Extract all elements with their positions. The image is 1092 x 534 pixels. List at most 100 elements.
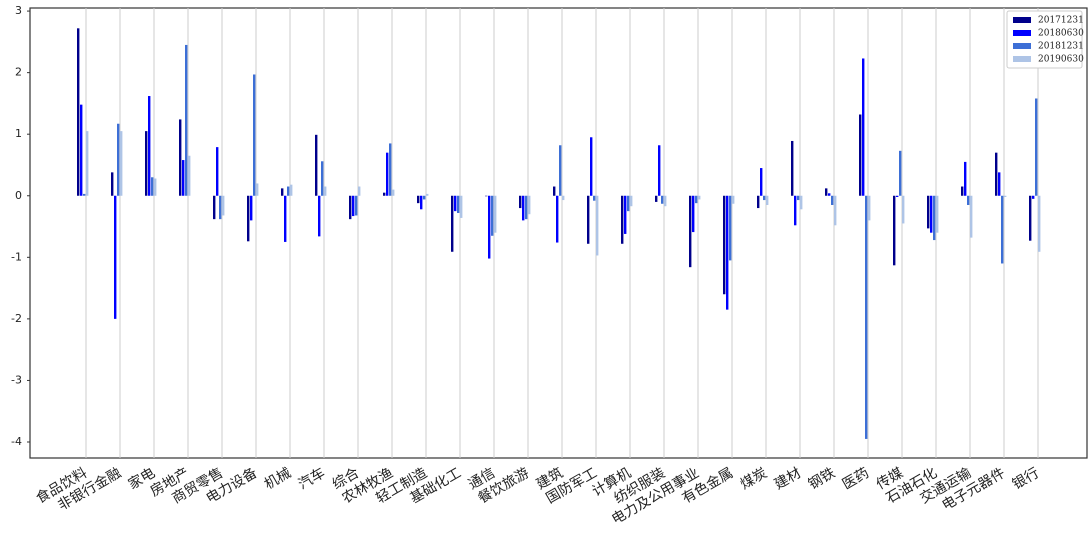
bar <box>596 195 599 256</box>
bar <box>562 195 565 201</box>
bar <box>967 195 970 205</box>
bar <box>658 145 661 196</box>
bar <box>831 195 834 205</box>
bar <box>998 172 1001 196</box>
bar <box>417 195 420 204</box>
bar <box>936 195 939 233</box>
bar <box>624 195 627 234</box>
bar <box>760 168 763 196</box>
bar <box>1001 195 1004 264</box>
y-tick-label: -2 <box>11 312 22 325</box>
bar <box>460 195 463 218</box>
bar <box>902 195 905 224</box>
bar <box>899 150 902 196</box>
bar <box>732 195 735 204</box>
bar <box>587 195 590 244</box>
bar <box>970 195 973 238</box>
bar <box>494 195 497 233</box>
bar <box>630 195 633 207</box>
legend-label: 20180630 <box>1038 29 1084 39</box>
bar <box>525 195 528 220</box>
bar <box>179 119 182 196</box>
x-tick-label: 煤炭 <box>738 465 770 493</box>
bar <box>689 195 692 268</box>
bar <box>86 131 89 196</box>
bar <box>590 137 593 196</box>
legend-label: 20171231 <box>1038 16 1084 26</box>
bar <box>491 195 494 236</box>
bar <box>655 195 658 202</box>
bar <box>281 188 284 196</box>
bar <box>627 195 630 212</box>
x-tick-label: 机械 <box>262 465 294 493</box>
bar <box>1032 195 1035 199</box>
legend-swatch <box>1013 43 1031 49</box>
bar <box>593 195 596 201</box>
bar <box>896 195 899 197</box>
bar <box>117 123 120 196</box>
bar <box>454 195 457 212</box>
bar <box>120 131 123 196</box>
bar <box>519 195 522 209</box>
bar <box>154 178 157 196</box>
bar <box>995 152 998 196</box>
bar <box>284 195 287 242</box>
x-tick-label: 钢铁 <box>806 465 838 493</box>
bar <box>77 28 80 196</box>
bar <box>423 195 426 200</box>
bar <box>352 195 355 217</box>
legend-swatch <box>1013 30 1031 36</box>
y-tick-label: 2 <box>15 66 22 79</box>
bar <box>182 160 185 196</box>
bar <box>522 195 525 221</box>
bar <box>349 195 352 220</box>
y-tick-label: -3 <box>11 373 22 386</box>
bar <box>794 195 797 226</box>
y-tick-label: -1 <box>11 250 22 263</box>
bar <box>321 161 324 196</box>
bar <box>927 195 930 229</box>
legend-label: 20190630 <box>1038 55 1084 65</box>
bar <box>386 152 389 196</box>
legend-swatch <box>1013 56 1031 62</box>
bar <box>828 193 831 196</box>
bar <box>318 195 321 237</box>
bar <box>791 140 794 196</box>
bar <box>148 96 151 196</box>
bar <box>1038 195 1041 252</box>
bar <box>698 195 701 200</box>
bar <box>1004 195 1007 197</box>
y-tick-label: 1 <box>15 127 22 140</box>
bar <box>964 161 967 196</box>
bar <box>151 177 154 196</box>
bar <box>420 195 423 210</box>
bar <box>797 195 800 201</box>
bar <box>763 195 766 201</box>
bar <box>757 195 760 209</box>
bar <box>661 195 664 204</box>
bar <box>358 186 361 196</box>
bar <box>213 195 216 220</box>
bar <box>930 195 933 233</box>
bar <box>729 195 732 261</box>
plot-frame <box>29 7 1088 459</box>
bar <box>451 195 454 252</box>
legend-box <box>1006 10 1083 69</box>
legend-label: 20181231 <box>1038 42 1084 52</box>
x-tick-label: 建材 <box>772 465 804 493</box>
bar <box>485 195 488 197</box>
x-tick-label: 医药 <box>840 465 872 493</box>
bar <box>188 155 191 196</box>
bar <box>287 186 290 196</box>
bar <box>383 192 386 196</box>
bar <box>222 195 225 216</box>
bar <box>247 195 250 242</box>
bar <box>1035 98 1038 196</box>
bar <box>766 195 769 205</box>
bar <box>80 104 83 196</box>
bar <box>1029 195 1032 241</box>
bar <box>315 134 318 196</box>
bar <box>933 195 936 241</box>
x-tick-label: 银行 <box>1010 465 1042 493</box>
